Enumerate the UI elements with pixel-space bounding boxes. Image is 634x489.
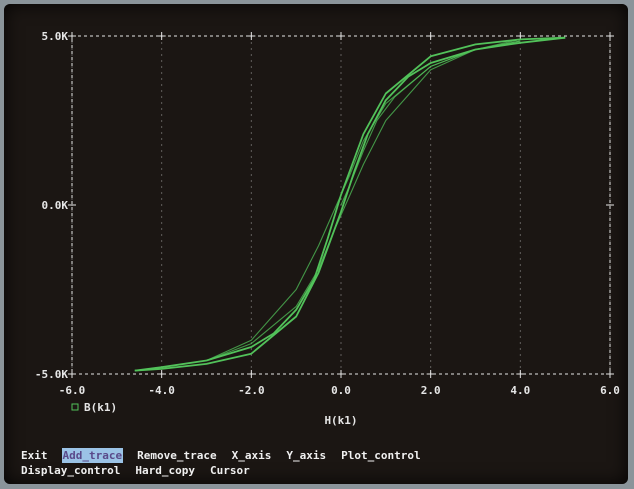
x-tick-label: -6.0 [59,384,86,397]
menu-row-2: Display_control Hard_copy Cursor [20,463,620,478]
y-tick-label: 5.0K [42,30,69,43]
x-tick-label: 6.0 [600,384,620,397]
y-tick-label: -5.0K [35,368,68,381]
menu-x-axis[interactable]: X_axis [231,449,272,462]
menu-hard-copy[interactable]: Hard_copy [135,464,195,477]
bh-plot: -6.0 -4.0 -2.0 0.0 2.0 4.0 6.0 5.0K 0.0K -5.0K B(… [35,30,620,427]
x-tick-label: 0.0 [331,384,351,397]
legend-marker-icon [71,403,79,411]
trace-inner-upper [206,40,521,362]
x-tick-label: -2.0 [238,384,265,397]
axis-labels: -6.0 -4.0 -2.0 0.0 2.0 4.0 6.0 5.0K 0.0K -5.0K [35,30,620,397]
trace-outer-upper [134,36,566,372]
y-tick-label: 0.0K [42,199,69,212]
menu-display-control[interactable]: Display_control [21,464,121,477]
x-axis-label: H(k1) [324,414,357,427]
menu-y-axis[interactable]: Y_axis [286,449,327,462]
menu-remove-trace[interactable]: Remove_trace [137,449,217,462]
trace-outer-lower [134,36,566,372]
menu-add-trace[interactable]: Add_trace [61,448,124,463]
trace-initial-curve [340,38,521,206]
x-tick-label: 2.0 [421,384,441,397]
x-tick-label: 4.0 [510,384,530,397]
menu-row-1: Exit Add_trace Remove_trace X_axis Y_axi… [20,448,620,463]
plot-traces [134,36,566,372]
terminal-screen: -6.0 -4.0 -2.0 0.0 2.0 4.0 6.0 5.0K 0.0K -5.0K B(… [4,4,628,484]
axis-ticks [68,32,614,378]
legend-label: B(k1) [84,401,117,414]
menu-exit[interactable]: Exit [21,449,48,462]
trace-inner-lower [206,40,521,362]
command-menu: Exit Add_trace Remove_trace X_axis Y_axi… [20,448,620,478]
x-tick-label: -4.0 [148,384,175,397]
menu-cursor[interactable]: Cursor [209,464,250,477]
menu-plot-control[interactable]: Plot_control [341,449,421,462]
